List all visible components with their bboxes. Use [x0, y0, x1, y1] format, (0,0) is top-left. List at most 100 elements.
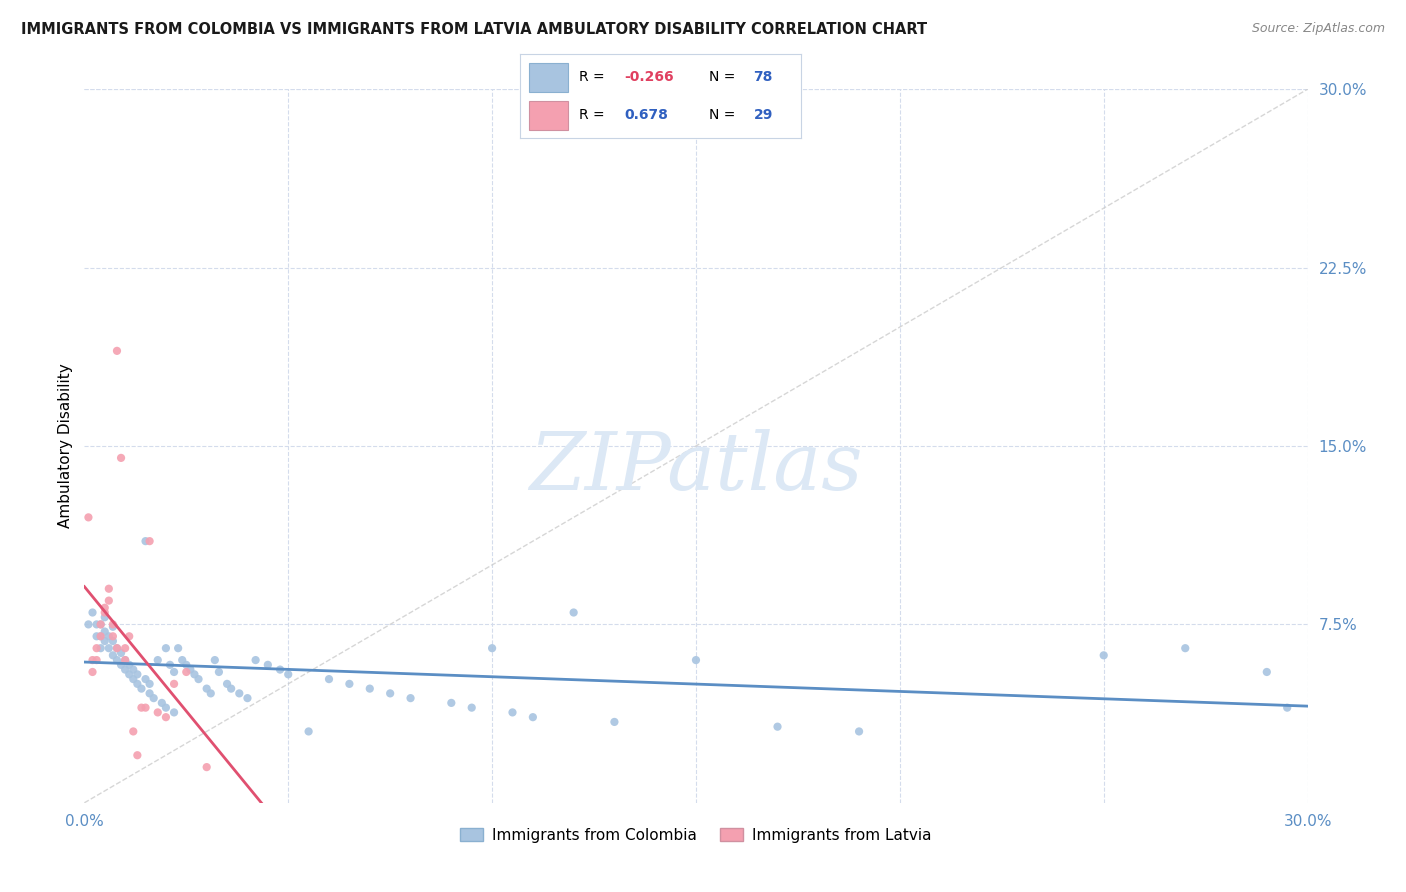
Point [142, 691, 165, 706]
Point [257, 657, 280, 672]
FancyBboxPatch shape [529, 101, 568, 130]
Text: N =: N = [709, 108, 740, 121]
Point [114, 641, 136, 656]
Point [93, 634, 115, 648]
Text: N =: N = [709, 70, 740, 84]
Point [101, 629, 124, 643]
Point [86, 641, 108, 656]
Point [159, 657, 181, 672]
Text: IMMIGRANTS FROM COLOMBIA VS IMMIGRANTS FROM LATVIA AMBULATORY DISABILITY CORRELA: IMMIGRANTS FROM COLOMBIA VS IMMIGRANTS F… [21, 22, 927, 37]
Point [135, 672, 157, 686]
Point [122, 724, 145, 739]
Y-axis label: Ambulatory Disability: Ambulatory Disability [58, 364, 73, 528]
Point [1092, 648, 1115, 663]
Point [481, 641, 503, 656]
Point [380, 686, 402, 700]
Point [155, 641, 177, 656]
Point [150, 696, 173, 710]
Legend: Immigrants from Colombia, Immigrants from Latvia: Immigrants from Colombia, Immigrants fro… [454, 822, 938, 848]
Point [77, 617, 100, 632]
Text: R =: R = [579, 108, 609, 121]
Point [105, 641, 128, 656]
Point [82, 606, 104, 620]
Point [146, 653, 169, 667]
Point [318, 672, 340, 686]
Point [359, 681, 381, 696]
Point [131, 700, 153, 714]
Text: 29: 29 [754, 108, 773, 121]
Point [90, 629, 112, 643]
Point [1277, 700, 1299, 714]
Point [1174, 641, 1197, 656]
Text: 78: 78 [754, 70, 773, 84]
Point [399, 691, 422, 706]
Point [440, 696, 463, 710]
Point [110, 657, 132, 672]
Point [163, 677, 186, 691]
FancyBboxPatch shape [529, 62, 568, 92]
Point [114, 653, 136, 667]
Point [228, 686, 250, 700]
Point [183, 667, 205, 681]
Point [101, 634, 124, 648]
Point [179, 663, 201, 677]
Point [97, 641, 120, 656]
Point [127, 748, 149, 763]
Point [163, 665, 186, 679]
Point [97, 629, 120, 643]
Point [135, 700, 157, 714]
Point [502, 706, 524, 720]
Point [101, 620, 124, 634]
Point [101, 648, 124, 663]
Point [90, 641, 112, 656]
Point [298, 724, 321, 739]
Point [200, 686, 222, 700]
Point [127, 667, 149, 681]
Point [122, 663, 145, 677]
Point [167, 641, 190, 656]
Point [522, 710, 544, 724]
Point [90, 617, 112, 632]
Point [90, 617, 112, 632]
Point [236, 691, 259, 706]
Point [204, 653, 226, 667]
Point [138, 534, 160, 549]
Point [277, 667, 299, 681]
Point [174, 665, 197, 679]
Point [93, 624, 115, 639]
Point [339, 677, 361, 691]
Text: Source: ZipAtlas.com: Source: ZipAtlas.com [1251, 22, 1385, 36]
Point [461, 700, 484, 714]
Point [174, 657, 197, 672]
Point [1256, 665, 1278, 679]
Point [187, 672, 209, 686]
Point [86, 653, 108, 667]
Point [848, 724, 870, 739]
Point [86, 617, 108, 632]
Point [138, 677, 160, 691]
Point [163, 706, 186, 720]
Point [245, 653, 267, 667]
Point [269, 663, 291, 677]
Point [118, 657, 141, 672]
Point [603, 714, 626, 729]
Point [172, 653, 194, 667]
Text: -0.266: -0.266 [624, 70, 673, 84]
Point [93, 610, 115, 624]
Point [118, 667, 141, 681]
Point [195, 760, 218, 774]
Point [90, 629, 112, 643]
Point [105, 343, 128, 358]
Point [138, 686, 160, 700]
Point [93, 606, 115, 620]
Point [110, 646, 132, 660]
Point [195, 681, 218, 696]
Point [114, 653, 136, 667]
Point [110, 450, 132, 465]
Point [93, 600, 115, 615]
Point [122, 672, 145, 686]
Point [97, 582, 120, 596]
Point [127, 677, 149, 691]
Text: R =: R = [579, 70, 609, 84]
Point [208, 665, 231, 679]
